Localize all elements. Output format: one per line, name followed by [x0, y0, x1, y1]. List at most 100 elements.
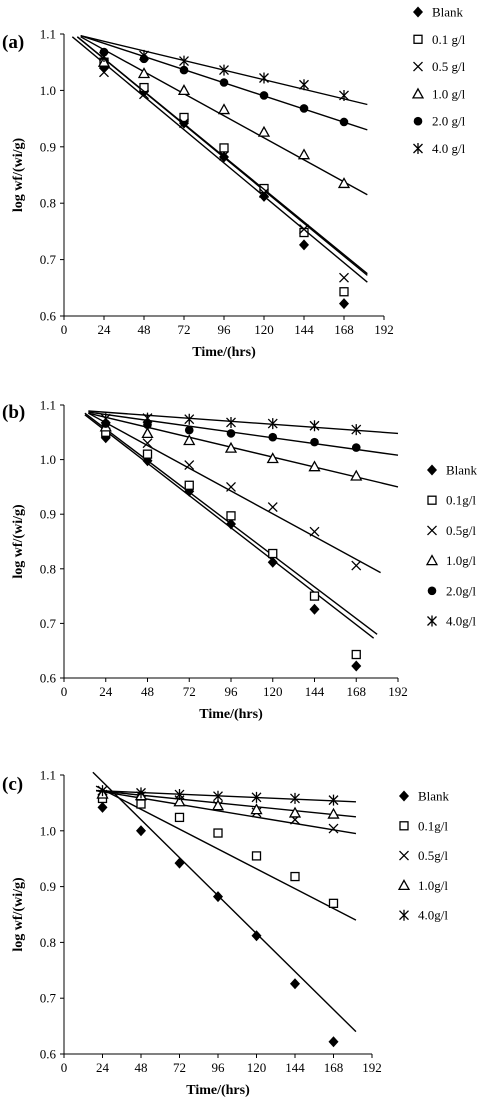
data-point: [337, 177, 351, 189]
data-point: [139, 49, 149, 61]
series-4: [80, 36, 368, 196]
data-point: [310, 437, 319, 447]
fit-line: [92, 771, 357, 1033]
legend-marker: [413, 116, 423, 126]
data-point: [226, 511, 236, 521]
y-tick-label: 0.7: [40, 252, 57, 267]
series-6: [80, 35, 368, 106]
legend-label: 0.1g/l: [418, 818, 448, 833]
data-point: [299, 79, 309, 91]
data-point: [99, 67, 109, 78]
y-axis-title: log wf/(wi/g): [11, 138, 26, 213]
data-point: [339, 272, 349, 283]
data-point: [297, 148, 311, 160]
legend-label: 0.1g/l: [446, 493, 476, 508]
data-point: [290, 978, 300, 990]
y-tick-label: 1.1: [40, 398, 56, 413]
x-tick-label: 192: [362, 1060, 382, 1075]
data-point: [339, 298, 349, 310]
data-point: [211, 799, 225, 811]
data-point: [309, 591, 320, 601]
y-tick-label: 1.0: [40, 83, 56, 98]
data-point: [179, 55, 189, 67]
data-point: [351, 443, 361, 452]
y-tick-label: 0.6: [40, 671, 57, 686]
legend-marker: [413, 34, 423, 44]
panel-label: (c): [2, 774, 23, 795]
data-point: [267, 502, 278, 513]
y-tick-label: 1.0: [40, 823, 56, 838]
data-point: [99, 51, 109, 63]
legend-label: 2.0 g/l: [432, 114, 466, 129]
series-1: [71, 36, 368, 310]
fit-line: [76, 36, 368, 275]
y-tick-label: 0.6: [40, 1047, 57, 1062]
data-point: [174, 857, 185, 869]
data-point: [213, 828, 223, 838]
data-point: [226, 416, 236, 428]
chart-panel-3: (c) 0 24 48 72 96 120 144 168 192 0.6 0.7 0.8 0.9 1.0 1…: [2, 768, 450, 1099]
x-tick-label: 72: [183, 684, 196, 699]
fit-line: [88, 410, 399, 435]
legend: Blank 0.1g/l 0.5g/l 1.0g/l 4.0g/l: [397, 789, 450, 923]
data-point: [308, 460, 321, 472]
data-point: [213, 790, 223, 802]
x-tick-label: 48: [135, 1060, 148, 1075]
x-tick-label: 168: [324, 1060, 344, 1075]
data-point: [219, 78, 229, 87]
x-tick-label: 96: [218, 322, 232, 337]
data-point: [141, 427, 154, 439]
data-point: [136, 825, 146, 837]
legend-marker: [427, 495, 437, 505]
data-point: [309, 420, 320, 432]
data-point: [309, 526, 320, 537]
data-point: [288, 806, 302, 818]
data-point: [184, 460, 195, 471]
x-tick-label: 144: [305, 684, 325, 699]
y-tick-label: 0.8: [40, 196, 56, 211]
data-point: [267, 418, 278, 430]
data-point: [257, 125, 271, 137]
x-tick-label: 24: [99, 684, 113, 699]
data-point: [142, 449, 153, 459]
series-5: [96, 785, 356, 806]
legend-label: Blank: [418, 789, 450, 804]
y-axis-title: log wf/(wi/g): [11, 877, 26, 952]
x-tick-label: 72: [178, 322, 191, 337]
data-point: [328, 794, 339, 806]
y-tick-label: 0.8: [40, 935, 56, 950]
y-axis-title: log wf/(wi/g): [11, 504, 26, 579]
fit-line: [96, 789, 356, 803]
data-point: [179, 112, 189, 123]
data-point: [251, 851, 262, 861]
legend-label: 1.0g/l: [418, 878, 448, 893]
legend-marker: [411, 87, 425, 99]
data-point: [142, 412, 153, 424]
series-3: [88, 412, 381, 574]
y-tick-label: 0.9: [40, 507, 56, 522]
legend-marker: [397, 879, 411, 891]
data-point: [177, 84, 191, 96]
legend-label: 0.5g/l: [446, 523, 476, 538]
x-tick-label: 48: [138, 322, 151, 337]
data-point: [268, 548, 278, 559]
data-point: [143, 420, 152, 429]
data-point: [351, 424, 362, 436]
legend-marker: [427, 586, 437, 596]
legend-marker: [399, 909, 409, 921]
y-tick-label: 0.9: [40, 139, 56, 154]
fit-line: [80, 36, 368, 196]
data-point: [299, 104, 309, 113]
data-point: [173, 795, 186, 807]
legend-label: 1.0 g/l: [432, 86, 466, 101]
data-point: [339, 89, 349, 101]
data-point: [179, 118, 189, 129]
series-2: [95, 785, 357, 921]
fit-line: [95, 789, 357, 835]
x-tick-label: 72: [173, 1060, 186, 1075]
data-point: [328, 823, 339, 834]
data-point: [328, 1036, 339, 1048]
y-tick-label: 1.1: [40, 768, 56, 783]
data-point: [174, 812, 185, 823]
